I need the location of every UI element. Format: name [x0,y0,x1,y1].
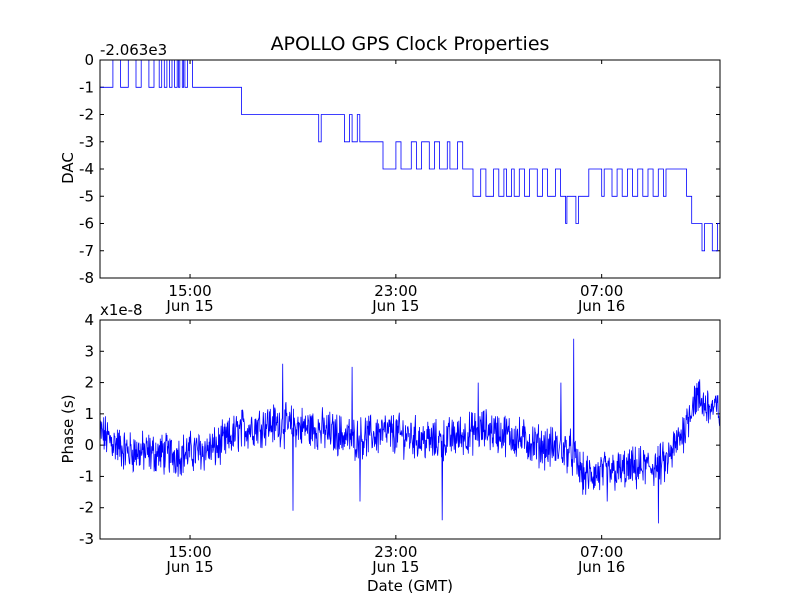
dac-offset-label: -2.063e3 [100,41,167,59]
phase-offset-label: x1e-8 [100,301,143,319]
phase-y-label: Phase (s) [59,394,77,463]
dac-y-ticks: 0 -1 -2 -3 -4 -5 -6 -7 -8 [79,51,720,287]
y-tick-label: -3 [79,530,94,548]
x-tick-time: 23:00 [374,282,417,300]
phase-axes-frame [99,319,721,540]
x-tick-time: 07:00 [580,543,623,561]
x-tick-date: Jun 15 [371,558,419,576]
x-tick-date: Jun 16 [577,297,625,315]
y-tick-label: -1 [79,78,94,96]
y-tick-label: -5 [79,187,94,205]
y-tick-label: -7 [79,242,94,260]
y-tick-label: 3 [84,342,94,360]
x-tick-time: 07:00 [580,282,623,300]
dac-series-line [100,59,721,278]
x-tick-date: Jun 15 [165,558,213,576]
y-tick-label: 1 [84,405,94,423]
y-tick-label: -4 [79,160,94,178]
y-tick-label: -1 [79,467,94,485]
dac-y-label: DAC [59,152,77,184]
y-tick-label: -2 [79,499,94,517]
x-tick-time: 15:00 [168,282,211,300]
y-tick-label: -6 [79,215,94,233]
y-tick-label: -3 [79,133,94,151]
x-tick-date: Jun 15 [165,297,213,315]
x-tick-time: 15:00 [168,543,211,561]
x-tick-date: Jun 16 [577,558,625,576]
y-tick-label: 0 [84,51,94,69]
y-tick-label: -2 [79,106,94,124]
phase-x-label: Date (GMT) [367,577,453,595]
y-tick-label: -8 [79,269,94,287]
phase-chart: x1e-8 Phase (s) Date (GMT) 4 3 2 1 0 -1 -2 -3 1… [59,301,721,595]
phase-series-line [99,338,721,524]
x-tick-time: 23:00 [374,543,417,561]
y-tick-label: 0 [84,436,94,454]
chart-title: APOLLO GPS Clock Properties [271,33,550,55]
y-tick-label: 4 [84,311,94,329]
y-tick-label: 2 [84,374,94,392]
dac-axes-frame [99,59,721,279]
x-tick-date: Jun 15 [371,297,419,315]
dac-chart: -2.063e3 DAC 0-1-2-3-4-5-6-7-8 15:00Jun … [59,41,721,315]
